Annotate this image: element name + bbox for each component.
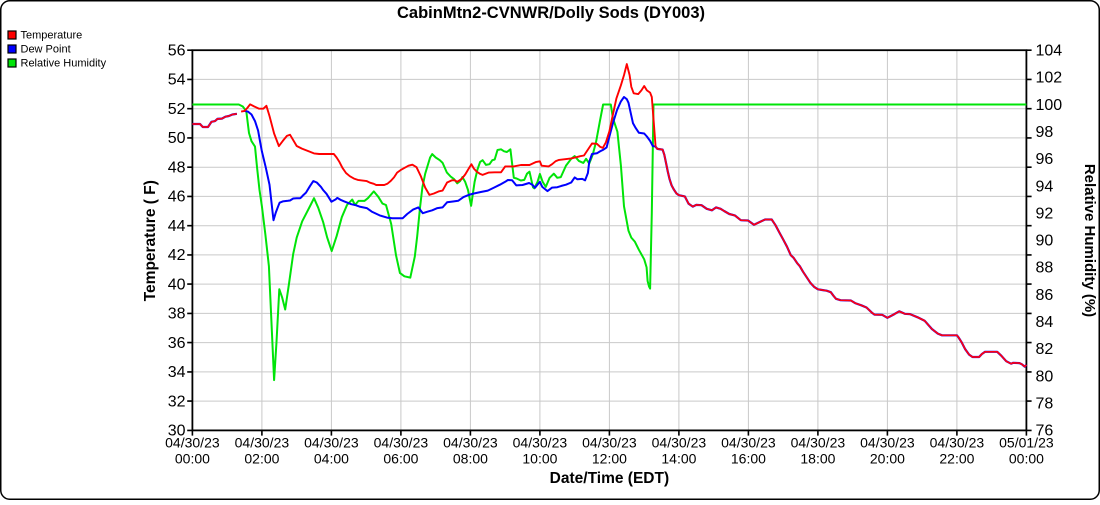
svg-text:76: 76 [1036, 423, 1054, 440]
svg-text:20:00: 20:00 [870, 450, 905, 466]
svg-text:Dew Point: Dew Point [21, 44, 71, 56]
svg-text:Date/Time (EDT): Date/Time (EDT) [550, 470, 669, 487]
svg-text:44: 44 [168, 218, 186, 235]
svg-text:04:00: 04:00 [314, 450, 349, 466]
svg-text:04/30/23: 04/30/23 [304, 435, 359, 451]
svg-text:104: 104 [1036, 43, 1063, 60]
svg-text:80: 80 [1036, 368, 1054, 385]
svg-text:04/30/23: 04/30/23 [165, 435, 220, 451]
svg-text:14:00: 14:00 [661, 450, 696, 466]
svg-text:02:00: 02:00 [244, 450, 279, 466]
svg-text:86: 86 [1036, 287, 1054, 304]
svg-text:Relative Humidity: Relative Humidity [21, 58, 107, 70]
svg-text:50: 50 [168, 130, 186, 147]
svg-text:48: 48 [168, 160, 186, 177]
svg-text:102: 102 [1036, 70, 1063, 87]
svg-text:04/30/23: 04/30/23 [443, 435, 498, 451]
svg-text:30: 30 [168, 423, 186, 440]
svg-text:56: 56 [168, 43, 186, 60]
svg-text:00:00: 00:00 [1009, 450, 1044, 466]
svg-text:12:00: 12:00 [592, 450, 627, 466]
svg-text:04/30/23: 04/30/23 [374, 435, 429, 451]
svg-text:90: 90 [1036, 233, 1054, 250]
svg-text:CabinMtn2-CVNWR/Dolly Sods (DY: CabinMtn2-CVNWR/Dolly Sods (DY003) [397, 4, 705, 22]
svg-text:46: 46 [168, 189, 186, 206]
svg-text:34: 34 [168, 364, 186, 381]
svg-text:04/30/23: 04/30/23 [860, 435, 915, 451]
svg-text:84: 84 [1036, 314, 1054, 331]
svg-text:32: 32 [168, 393, 186, 410]
svg-text:78: 78 [1036, 396, 1054, 413]
svg-text:88: 88 [1036, 260, 1054, 277]
svg-text:Temperature ( F): Temperature ( F) [142, 180, 159, 301]
svg-text:Temperature: Temperature [21, 30, 83, 42]
svg-text:04/30/23: 04/30/23 [930, 435, 985, 451]
svg-text:05/01/23: 05/01/23 [999, 435, 1054, 451]
svg-text:00:00: 00:00 [175, 450, 210, 466]
svg-text:92: 92 [1036, 205, 1054, 222]
svg-text:04/30/23: 04/30/23 [791, 435, 846, 451]
svg-text:04/30/23: 04/30/23 [513, 435, 568, 451]
svg-text:82: 82 [1036, 341, 1054, 358]
svg-text:54: 54 [168, 72, 186, 89]
svg-text:04/30/23: 04/30/23 [235, 435, 290, 451]
svg-text:08:00: 08:00 [453, 450, 488, 466]
svg-text:52: 52 [168, 101, 186, 118]
svg-text:Relative Humidity (%): Relative Humidity (%) [1081, 164, 1098, 317]
svg-text:16:00: 16:00 [731, 450, 766, 466]
svg-text:36: 36 [168, 335, 186, 352]
svg-text:40: 40 [168, 276, 186, 293]
svg-text:04/30/23: 04/30/23 [582, 435, 637, 451]
svg-text:04/30/23: 04/30/23 [721, 435, 776, 451]
svg-text:10:00: 10:00 [522, 450, 557, 466]
svg-text:98: 98 [1036, 124, 1054, 141]
svg-text:38: 38 [168, 306, 186, 323]
svg-text:18:00: 18:00 [800, 450, 835, 466]
svg-text:96: 96 [1036, 151, 1054, 168]
svg-text:22:00: 22:00 [939, 450, 974, 466]
svg-text:42: 42 [168, 247, 186, 264]
svg-text:04/30/23: 04/30/23 [652, 435, 707, 451]
svg-text:94: 94 [1036, 178, 1054, 195]
svg-text:06:00: 06:00 [383, 450, 418, 466]
svg-text:100: 100 [1036, 97, 1063, 114]
